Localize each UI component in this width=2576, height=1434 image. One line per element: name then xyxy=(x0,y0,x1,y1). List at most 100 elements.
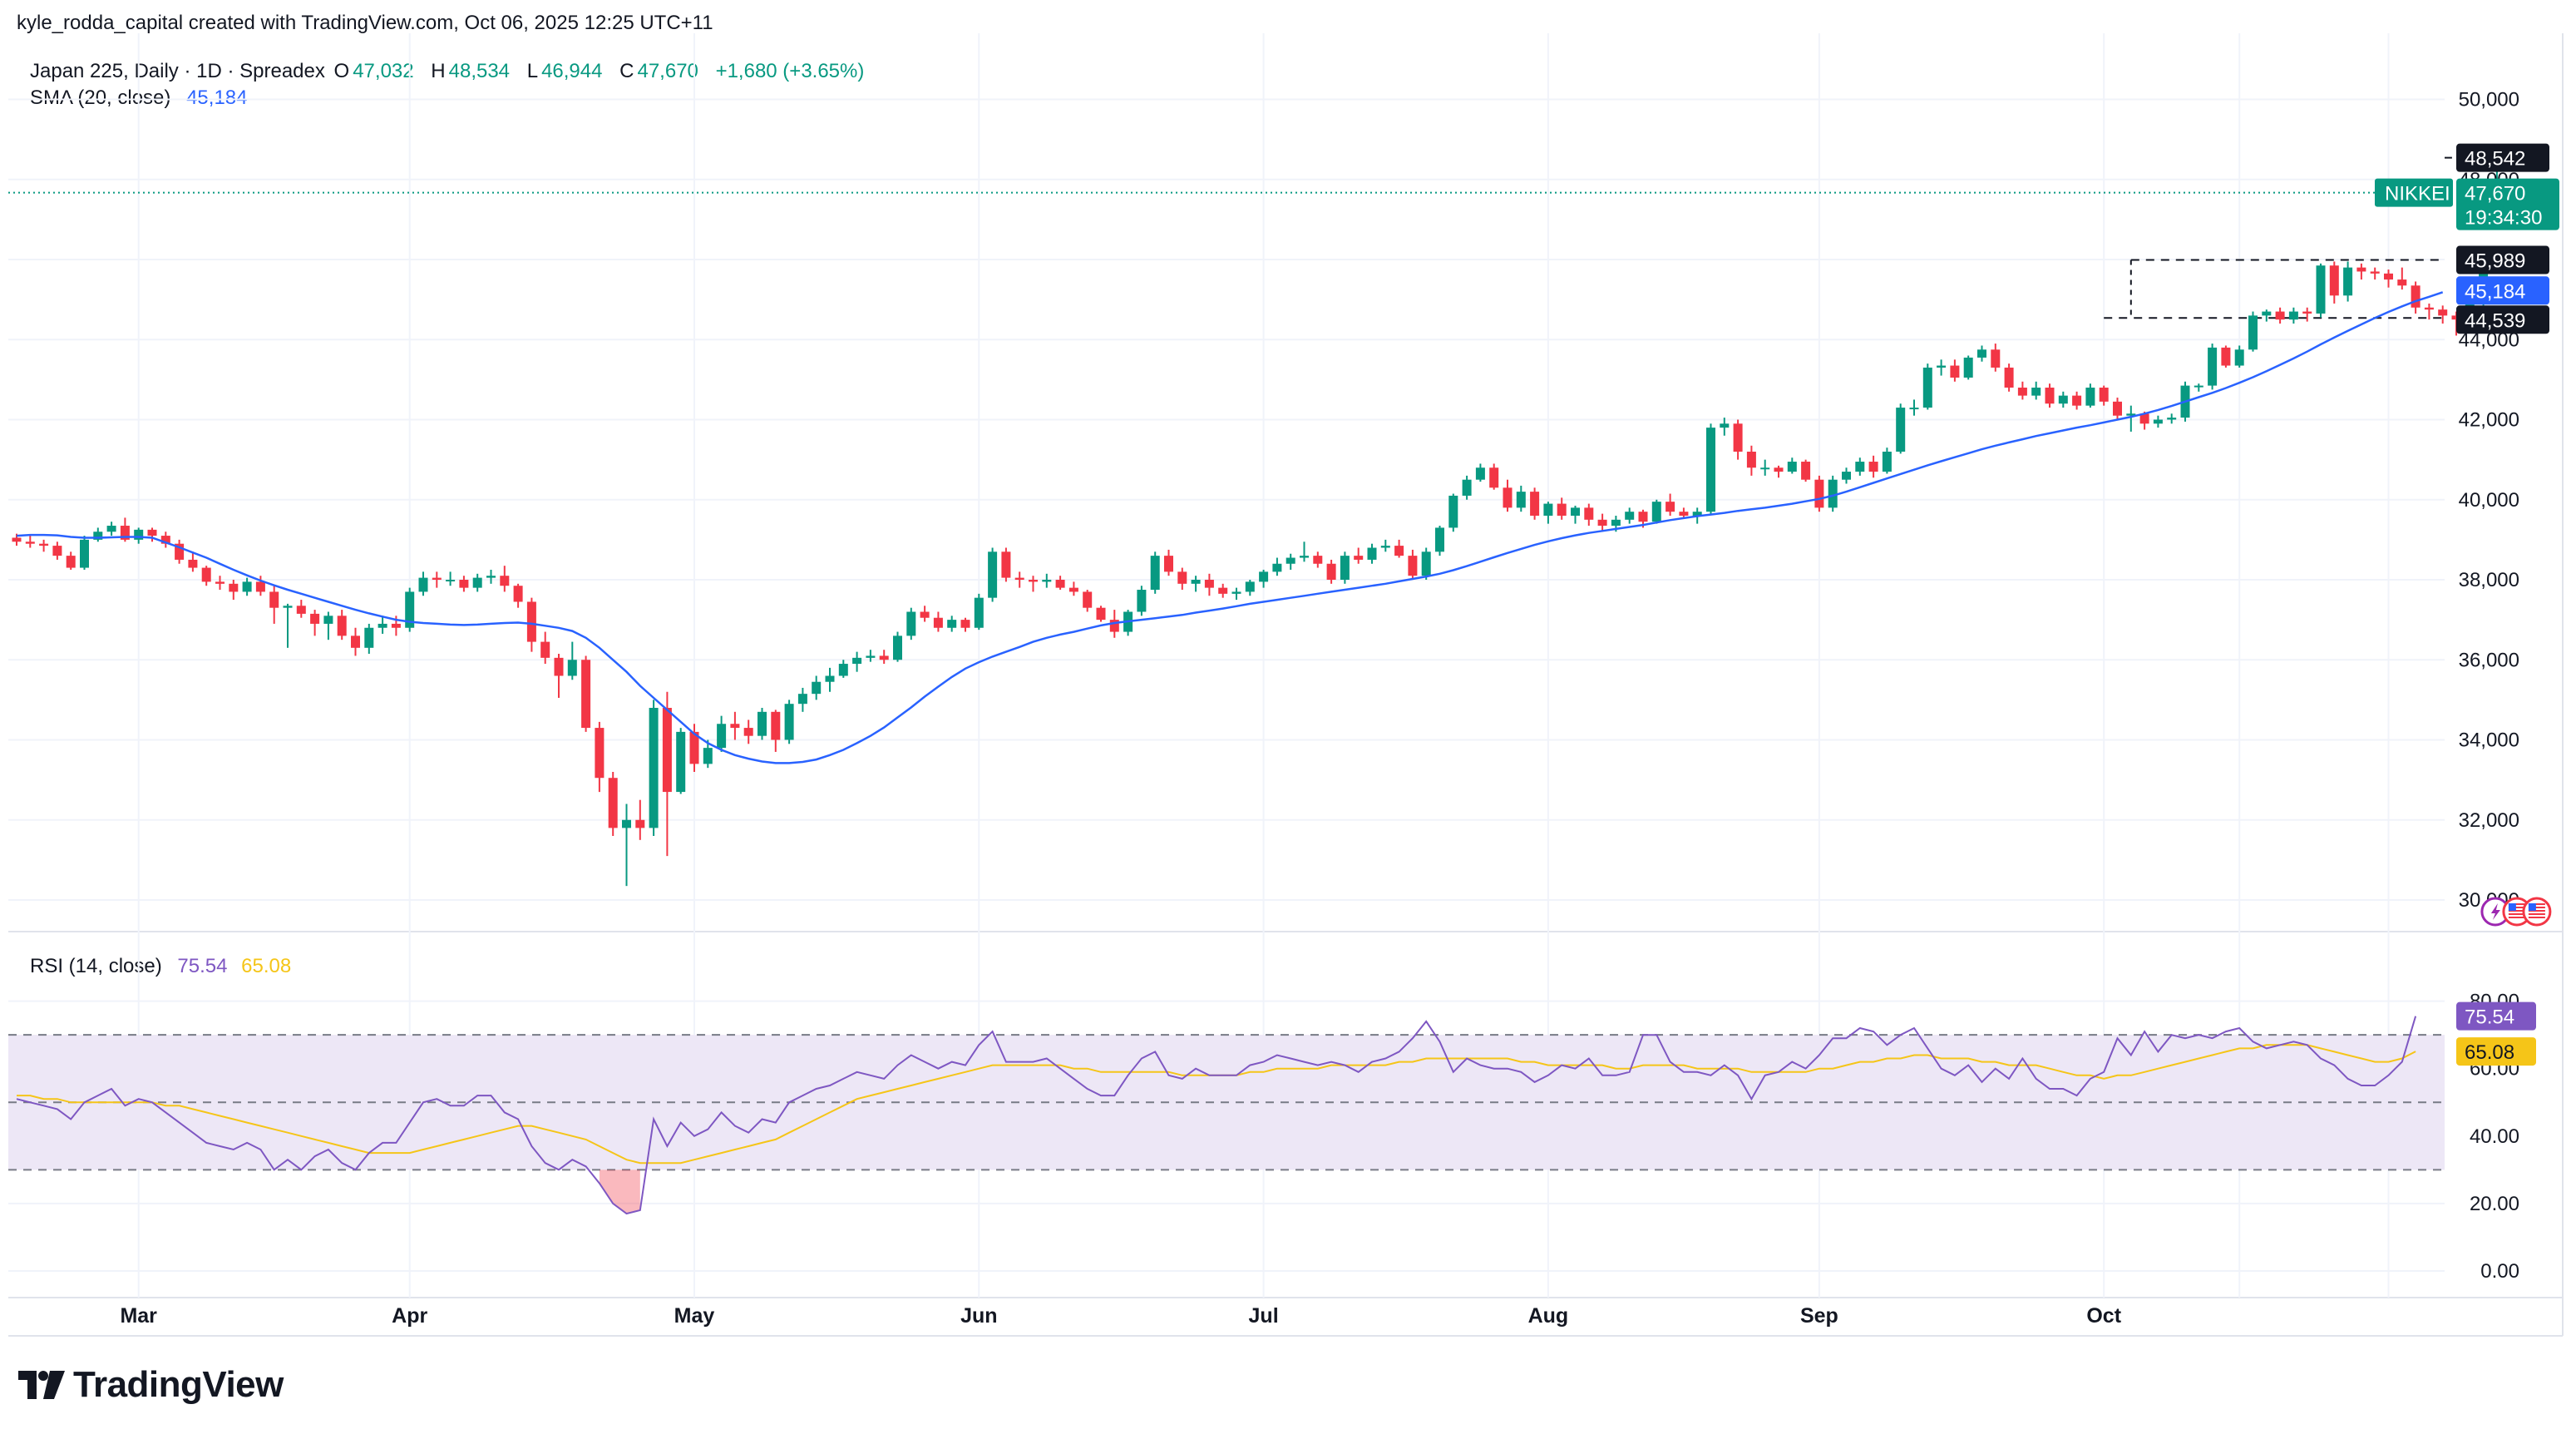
tradingview-logo[interactable]: TradingView xyxy=(18,1364,284,1406)
candle xyxy=(1177,567,1187,591)
candle-body xyxy=(25,541,35,544)
horizontal-levels[interactable] xyxy=(8,156,2498,319)
rsi-ma-value: 65.08 xyxy=(241,955,292,977)
candle xyxy=(229,580,239,601)
rsi-ma-tag-bg xyxy=(2456,1037,2536,1066)
candle xyxy=(2288,307,2298,324)
candle-body xyxy=(608,778,618,828)
candle-body xyxy=(1611,519,1621,527)
candle-body xyxy=(920,611,930,618)
candle-body xyxy=(2343,267,2353,296)
candle xyxy=(2004,363,2014,392)
candle xyxy=(1421,547,1431,580)
candle-body xyxy=(797,694,807,705)
candle xyxy=(446,571,456,586)
range-bottom-tag-text: 44,539 xyxy=(2465,309,2525,332)
candle-body xyxy=(689,731,699,764)
candle xyxy=(323,611,333,640)
candle-body xyxy=(1408,556,1418,576)
candle xyxy=(649,700,659,836)
candle-body xyxy=(378,623,387,628)
month-label: Apr xyxy=(392,1304,427,1328)
candle-body xyxy=(2288,311,2298,320)
us-flag-event-icon xyxy=(2522,897,2552,927)
low-value: 46,944 xyxy=(541,60,603,82)
candle xyxy=(134,527,144,544)
month-label: Jul xyxy=(1249,1304,1279,1328)
sma-legend[interactable]: SMA (20, close) 45,184 xyxy=(30,87,250,110)
candle-body xyxy=(80,539,89,568)
candle xyxy=(988,547,998,602)
candle-body xyxy=(1096,607,1106,621)
candle-body xyxy=(66,556,76,568)
candle xyxy=(1218,583,1228,598)
price-tick-label: 34,000 xyxy=(2459,729,2519,752)
candle xyxy=(80,536,89,570)
sma-line[interactable] xyxy=(16,291,2444,764)
candle-body xyxy=(188,559,198,568)
candle xyxy=(635,799,645,840)
candle xyxy=(1651,499,1661,524)
candle xyxy=(364,623,374,655)
candle-body xyxy=(540,641,550,658)
candle xyxy=(378,616,387,634)
rsi-lines[interactable] xyxy=(16,1016,2417,1215)
candle-body xyxy=(1042,580,1052,582)
candle-body xyxy=(1963,357,1973,378)
close-label: C xyxy=(619,60,634,82)
candle xyxy=(879,650,889,665)
candle-body xyxy=(1313,556,1323,564)
flag-stripe xyxy=(2508,910,2525,912)
close-value: 47,670 xyxy=(637,60,698,82)
candle-body xyxy=(2384,273,2393,280)
open-label: O xyxy=(333,60,350,82)
sma-tag: 45,184 xyxy=(2456,276,2549,305)
candle xyxy=(1950,359,1960,382)
candle-body xyxy=(1720,423,1730,428)
candle-body xyxy=(2438,309,2448,316)
candle xyxy=(689,724,699,772)
candle-body xyxy=(1055,580,1065,588)
rsi-legend[interactable]: RSI (14, close) 75.54 65.08 xyxy=(30,955,294,978)
candle xyxy=(1014,571,1024,588)
candle-body xyxy=(743,728,753,736)
candle-body xyxy=(1625,512,1635,520)
candle-body xyxy=(1909,408,1919,410)
candle-body xyxy=(1733,423,1743,452)
candle xyxy=(893,631,902,662)
candle-body xyxy=(906,611,916,636)
candles[interactable] xyxy=(12,158,2502,887)
candle-body xyxy=(1787,462,1797,472)
candle xyxy=(1448,493,1458,532)
candle-body xyxy=(1746,452,1756,468)
candle xyxy=(960,617,970,632)
candle-body xyxy=(947,620,957,628)
tradingview-logo-icon xyxy=(18,1371,65,1399)
candle-body xyxy=(2221,347,2231,366)
high-tag-bg xyxy=(2456,143,2549,172)
candle-body xyxy=(2139,413,2149,424)
candle xyxy=(1300,541,1309,562)
candle xyxy=(784,700,794,744)
candle-body xyxy=(2126,413,2136,416)
candle-body xyxy=(1286,557,1295,564)
candle xyxy=(255,576,265,596)
candle xyxy=(147,527,157,542)
rsi-tick-label: 40.00 xyxy=(2470,1125,2519,1148)
candle-body xyxy=(1272,563,1282,572)
candle xyxy=(93,527,103,542)
candle xyxy=(1828,475,1838,512)
candle xyxy=(2031,381,2041,400)
candle-body xyxy=(1475,467,1485,480)
symbol-legend: Japan 225, Daily · 1D · Spreadex O 47,032… xyxy=(30,60,867,83)
candle-body xyxy=(120,526,130,540)
flag-stripe xyxy=(2508,913,2525,915)
candle-body xyxy=(446,580,456,581)
symbol-title[interactable]: Japan 225, Daily · 1D · Spreadex xyxy=(30,60,325,82)
candle-body xyxy=(1950,365,1960,378)
candle xyxy=(1055,576,1065,591)
candle xyxy=(1408,549,1418,580)
event-icons[interactable] xyxy=(2480,897,2552,927)
candle-body xyxy=(1204,580,1214,588)
